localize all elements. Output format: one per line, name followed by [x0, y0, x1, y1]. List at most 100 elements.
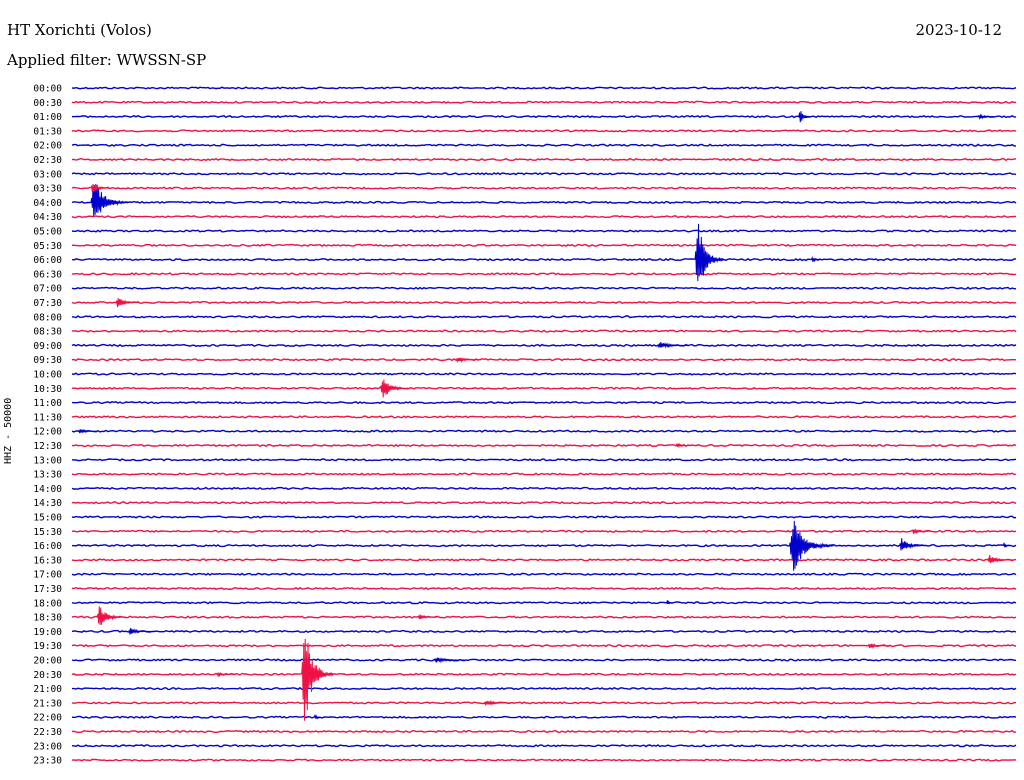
- trace-line: [71, 658, 1017, 662]
- trace-line: [71, 129, 1017, 133]
- trace-line: [71, 400, 1017, 405]
- trace-line: [71, 315, 1017, 319]
- row-time-label: 02:00: [33, 141, 62, 152]
- trace-line: [71, 300, 1017, 305]
- row-time-label: 06:00: [33, 255, 62, 266]
- trace-line: [71, 386, 1017, 390]
- row-time-label: 00:30: [33, 98, 62, 109]
- row-time-label: 11:30: [33, 412, 62, 423]
- seismic-event: [788, 520, 834, 571]
- row-time-label: 18:00: [33, 598, 62, 609]
- seismic-event: [216, 671, 236, 678]
- row-time-label: 08:30: [33, 327, 62, 338]
- row-time-label: 11:00: [33, 398, 62, 409]
- row-time-label: 16:00: [33, 541, 62, 552]
- trace-line: [71, 601, 1017, 605]
- row-time-label: 19:00: [33, 627, 62, 638]
- trace-line: [71, 257, 1017, 262]
- row-time-label: 23:00: [33, 741, 62, 752]
- seismic-event: [313, 714, 321, 720]
- seismic-event: [433, 657, 466, 664]
- trace-line: [71, 114, 1017, 119]
- trace-line: [71, 215, 1016, 219]
- trace-line: [71, 758, 1017, 762]
- seismic-event: [455, 357, 482, 364]
- row-time-label: 22:30: [33, 727, 62, 738]
- seismic-event: [798, 111, 812, 123]
- row-time-label: 01:30: [33, 126, 62, 137]
- seismic-event: [987, 555, 1013, 564]
- trace-line: [71, 243, 1017, 247]
- row-time-label: 05:00: [33, 227, 62, 238]
- trace-line: [71, 515, 1017, 519]
- seismic-event: [379, 379, 409, 398]
- row-time-label: 08:00: [33, 312, 62, 323]
- trace-line: [71, 172, 1017, 176]
- row-time-label: 04:30: [33, 212, 62, 223]
- row-time-label: 14:00: [33, 484, 62, 495]
- trace-line: [71, 415, 1017, 419]
- seismic-event: [675, 442, 689, 449]
- seismic-event: [417, 614, 437, 620]
- row-time-label: 00:00: [33, 84, 62, 95]
- seismic-event: [301, 638, 334, 721]
- trace-line: [71, 443, 1017, 448]
- row-time-label: 07:00: [33, 284, 62, 295]
- trace-line: [71, 729, 1017, 734]
- trace-line: [71, 715, 1017, 719]
- trace-line: [71, 615, 1017, 619]
- row-time-label: 01:00: [33, 112, 62, 123]
- seismic-event: [128, 627, 151, 635]
- seismic-event: [911, 528, 931, 535]
- trace-line: [72, 157, 1017, 162]
- seismic-event: [867, 642, 891, 649]
- trace-line: [71, 472, 1017, 476]
- row-time-label: 09:30: [33, 355, 62, 366]
- trace-line: [71, 200, 1017, 205]
- row-time-label: 03:00: [33, 169, 62, 180]
- seismic-event: [77, 428, 98, 434]
- row-time-label: 22:00: [33, 713, 62, 724]
- seismic-event: [90, 183, 110, 193]
- seismic-event: [694, 223, 724, 282]
- trace-line: [71, 343, 1017, 348]
- seismic-event: [90, 183, 129, 217]
- trace-line: [71, 672, 1017, 676]
- seismic-event: [483, 699, 513, 707]
- row-time-label: 02:30: [33, 155, 62, 166]
- row-time-label: 10:30: [33, 384, 62, 395]
- trace-line: [71, 629, 1017, 633]
- trace-line: [71, 701, 1017, 705]
- trace-line: [71, 272, 1017, 276]
- trace-line: [72, 744, 1017, 748]
- trace-line: [71, 372, 1017, 376]
- row-time-label: 18:30: [33, 613, 62, 624]
- trace-line: [71, 572, 1017, 576]
- trace-line: [71, 586, 1017, 591]
- trace-line: [71, 501, 1017, 505]
- trace-line: [71, 286, 1017, 290]
- trace-line: [71, 86, 1017, 90]
- row-time-label: 12:30: [33, 441, 62, 452]
- row-time-label: 20:30: [33, 670, 62, 681]
- seismic-event: [977, 113, 994, 120]
- seismic-event: [811, 255, 825, 263]
- station-title: HT Xorichti (Volos): [7, 21, 152, 39]
- row-time-label: 15:00: [33, 513, 62, 524]
- row-time-label: 17:30: [33, 584, 62, 595]
- seismic-event: [657, 341, 689, 349]
- trace-line: [71, 429, 1017, 433]
- trace-line: [71, 458, 1017, 462]
- seismic-event: [666, 600, 674, 605]
- trace-line: [71, 529, 1017, 533]
- row-time-label: 16:30: [33, 555, 62, 566]
- row-time-label: 10:00: [33, 370, 62, 381]
- seismic-event: [1002, 542, 1010, 548]
- row-time-label: 21:30: [33, 698, 62, 709]
- trace-line: [71, 229, 1017, 233]
- row-time-label: 15:30: [33, 527, 62, 538]
- trace-line: [71, 329, 1017, 333]
- trace-line: [72, 686, 1017, 691]
- row-time-label: 04:00: [33, 198, 62, 209]
